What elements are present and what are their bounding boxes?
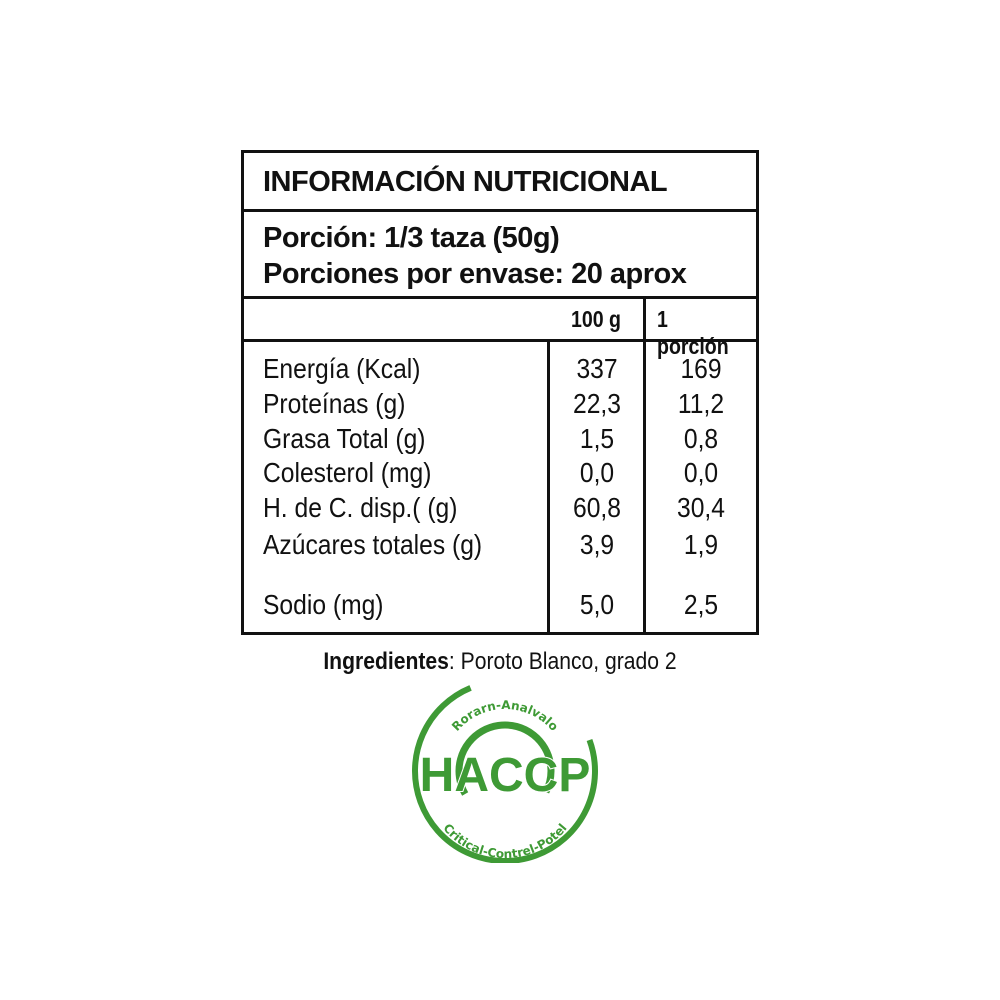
- ingredients-label: Ingredientes: [323, 648, 449, 675]
- haccp-logo: Rorarn-Analvalo Critical-Contrel-Potel H…: [412, 683, 598, 863]
- nutrient-label: Colesterol (mg): [263, 457, 432, 488]
- table-title-row: INFORMACIÓN NUTRICIONAL: [244, 153, 756, 212]
- value-portion: 169: [680, 353, 722, 384]
- value-100g: 22,3: [573, 388, 621, 419]
- nutrient-label: Energía (Kcal): [263, 353, 421, 384]
- value-portion: 11,2: [677, 388, 725, 419]
- portions-per-package: Porciones por envase: 20 aprox: [263, 258, 687, 290]
- ingredients-text: : Poroto Blanco, grado 2: [448, 648, 677, 675]
- svg-text:Critical-Contrel-Potel: Critical-Contrel-Potel: [440, 821, 569, 861]
- table-row: Sodio (mg) 5,0 2,5: [244, 589, 756, 623]
- nutrient-label: Proteínas (g): [263, 388, 406, 419]
- column-divider: [547, 342, 550, 632]
- value-100g: 0,0: [579, 457, 615, 488]
- value-100g: 337: [576, 353, 618, 384]
- table-row: H. de C. disp.( (g) 60,8 30,4: [244, 492, 756, 526]
- value-100g: 60,8: [573, 492, 621, 523]
- logo-bottom-text: Critical-Contrel-Potel: [440, 821, 569, 861]
- table-row: Azúcares totales (g) 3,9 1,9: [244, 529, 756, 563]
- column-header-100g: 100 g: [571, 306, 622, 332]
- value-portion: 1,9: [683, 529, 719, 560]
- column-divider: [643, 299, 646, 632]
- portion-info: Porción: 1/3 taza (50g) Porciones por en…: [244, 212, 756, 299]
- logo-main-text: HACCP: [420, 749, 591, 802]
- value-portion: 0,8: [683, 423, 719, 454]
- table-row: Colesterol (mg) 0,0 0,0: [244, 457, 756, 491]
- table-row: Proteínas (g) 22,3 11,2: [244, 388, 756, 422]
- table-title: INFORMACIÓN NUTRICIONAL: [263, 166, 668, 198]
- value-portion: 0,0: [683, 457, 719, 488]
- nutrient-label: Sodio (mg): [263, 589, 384, 620]
- nutrition-table: INFORMACIÓN NUTRICIONAL Porción: 1/3 taz…: [241, 150, 759, 635]
- nutrient-label: Grasa Total (g): [263, 423, 426, 454]
- column-header-portion: 1 porción: [657, 306, 729, 359]
- nutrient-label: H. de C. disp.( (g): [263, 492, 458, 523]
- value-100g: 1,5: [579, 423, 615, 454]
- value-100g: 5,0: [579, 589, 615, 620]
- table-row: Energía (Kcal) 337 169: [244, 353, 756, 387]
- column-header-row: 100 g 1 porción: [244, 299, 756, 359]
- ingredients: Ingredientes: Poroto Blanco, grado 2: [60, 648, 940, 676]
- value-portion: 2,5: [683, 589, 719, 620]
- nutrient-label: Azúcares totales (g): [263, 529, 483, 560]
- value-portion: 30,4: [677, 492, 725, 523]
- portion-size: Porción: 1/3 taza (50g): [263, 222, 560, 254]
- value-100g: 3,9: [579, 529, 615, 560]
- table-row: Grasa Total (g) 1,5 0,8: [244, 423, 756, 457]
